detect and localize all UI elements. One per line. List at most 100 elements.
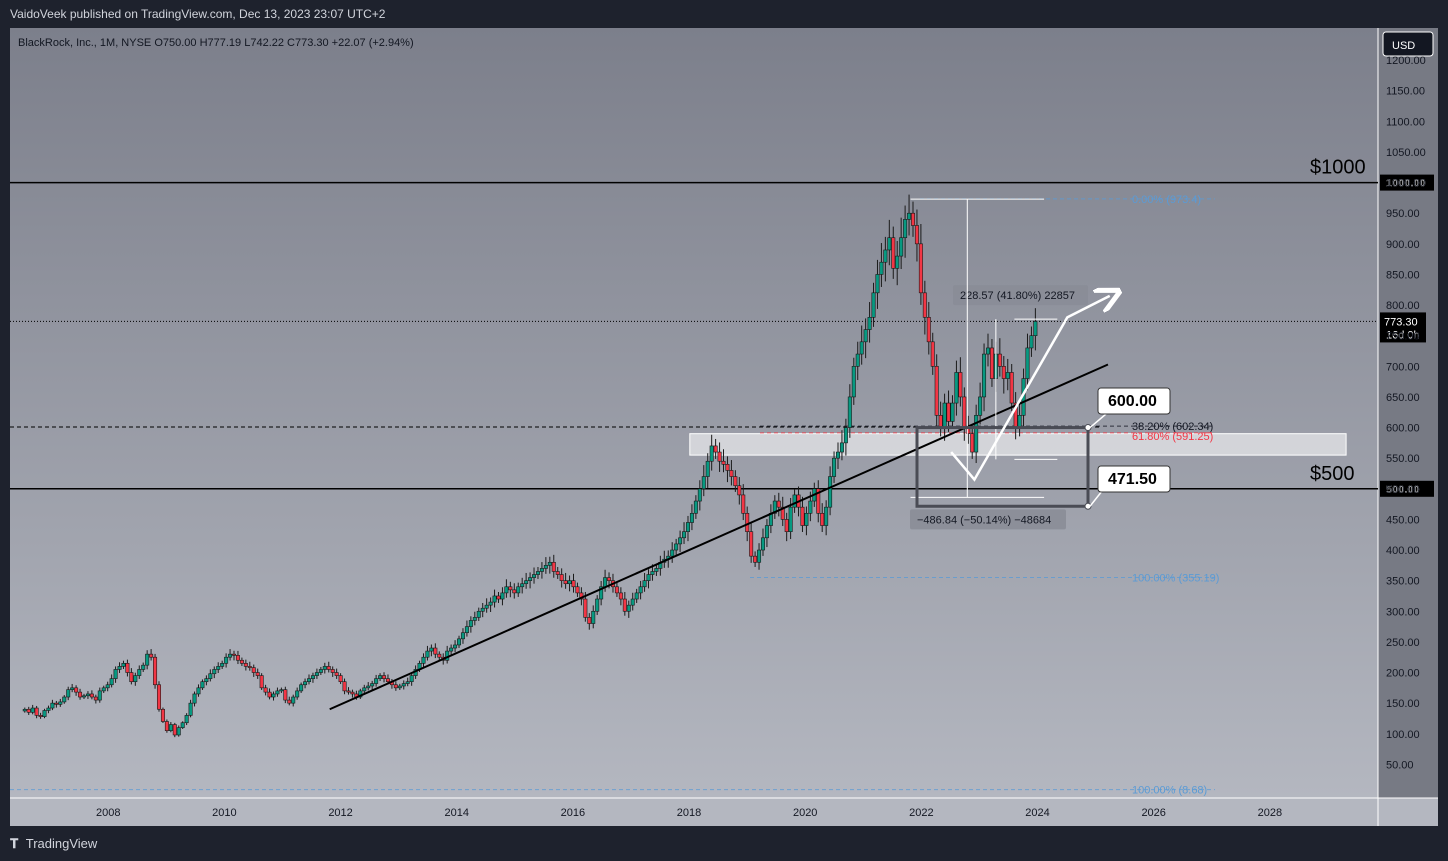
candle[interactable] [243, 659, 248, 671]
candle[interactable] [66, 686, 71, 701]
candle[interactable] [804, 506, 809, 536]
candle[interactable] [504, 579, 509, 598]
candle[interactable] [350, 689, 355, 698]
candle[interactable] [851, 357, 856, 405]
candle[interactable] [563, 572, 568, 589]
candle[interactable] [693, 495, 698, 519]
candle[interactable] [595, 595, 600, 615]
candle[interactable] [520, 577, 525, 594]
candle[interactable] [832, 451, 837, 483]
candle[interactable] [125, 659, 130, 677]
candle[interactable] [496, 591, 501, 603]
candle[interactable] [46, 705, 51, 714]
candle[interactable] [982, 343, 987, 412]
candle[interactable] [314, 668, 319, 679]
currency-button[interactable]: USD [1382, 31, 1434, 57]
candle[interactable] [421, 653, 426, 668]
candle[interactable] [903, 205, 908, 258]
candle[interactable] [1029, 326, 1034, 357]
candle[interactable] [437, 651, 442, 660]
candle[interactable] [989, 339, 994, 387]
candle[interactable] [397, 683, 402, 690]
candle[interactable] [449, 644, 454, 657]
candle[interactable] [642, 572, 647, 592]
candle[interactable] [500, 587, 505, 606]
candle[interactable] [887, 219, 892, 266]
candle[interactable] [701, 465, 706, 497]
candle[interactable] [275, 687, 280, 697]
candle[interactable] [626, 600, 631, 618]
candle[interactable] [141, 662, 146, 672]
price-chart[interactable]: BlackRock, Inc., 1M, NYSE O750.00 H777.1… [0, 0, 1448, 826]
candle[interactable] [828, 466, 833, 516]
candle[interactable] [638, 580, 643, 600]
candle[interactable] [772, 495, 777, 519]
candle[interactable] [453, 640, 458, 653]
candle[interactable] [89, 690, 94, 700]
candle[interactable] [911, 201, 915, 237]
candle[interactable] [709, 434, 714, 471]
candle[interactable] [737, 477, 742, 505]
candle[interactable] [267, 688, 272, 700]
candle[interactable] [476, 607, 481, 621]
candle[interactable] [654, 563, 659, 576]
candle[interactable] [800, 496, 805, 533]
candle[interactable] [705, 453, 710, 489]
candle[interactable] [780, 496, 785, 527]
candle[interactable] [1009, 363, 1014, 411]
candle[interactable] [93, 694, 98, 704]
candle[interactable] [820, 503, 825, 533]
measure-tool-0[interactable]: 228.57 (41.80%) 22857 [953, 285, 1088, 460]
candle[interactable] [685, 515, 690, 542]
candle[interactable] [512, 583, 517, 599]
candle[interactable] [50, 699, 55, 711]
projection-arrow[interactable] [950, 296, 1110, 482]
candle[interactable] [239, 657, 244, 666]
candle[interactable] [291, 694, 296, 707]
candle[interactable] [488, 597, 493, 612]
candle[interactable] [855, 341, 860, 381]
candle[interactable] [38, 712, 43, 719]
ascending-trendline[interactable] [329, 363, 1109, 711]
candle[interactable] [251, 664, 256, 677]
candle[interactable] [429, 644, 434, 657]
candle[interactable] [950, 395, 955, 429]
candle[interactable] [235, 650, 240, 665]
candle[interactable] [524, 572, 529, 589]
candle[interactable] [859, 325, 864, 365]
candle[interactable] [287, 696, 292, 706]
candle[interactable] [958, 357, 963, 407]
candle[interactable] [224, 653, 229, 668]
candle[interactable] [674, 538, 679, 555]
candle[interactable] [535, 567, 540, 579]
candle[interactable] [30, 704, 35, 715]
candle[interactable] [532, 567, 537, 584]
candle[interactable] [307, 674, 312, 685]
candle[interactable] [208, 669, 213, 682]
candle[interactable] [164, 719, 169, 733]
candle[interactable] [480, 602, 485, 618]
candle[interactable] [303, 678, 308, 689]
callout-471.50[interactable]: 471.50 [1089, 465, 1171, 507]
candle[interactable] [34, 705, 39, 719]
candle[interactable] [733, 470, 738, 492]
candle[interactable] [472, 611, 477, 626]
candle[interactable] [914, 209, 919, 262]
candle[interactable] [614, 582, 619, 597]
candle[interactable] [591, 605, 596, 629]
candle[interactable] [283, 686, 288, 704]
candle[interactable] [547, 556, 552, 574]
candle[interactable] [646, 569, 651, 589]
candle[interactable] [54, 700, 59, 708]
candle[interactable] [689, 504, 694, 531]
candle[interactable] [816, 480, 821, 523]
candle[interactable] [682, 522, 687, 544]
accumulation-box[interactable] [915, 426, 1090, 508]
candle[interactable] [721, 449, 726, 473]
candle[interactable] [1001, 356, 1006, 394]
candle[interactable] [62, 695, 67, 704]
candle[interactable] [366, 682, 371, 691]
candle[interactable] [575, 582, 580, 597]
candle[interactable] [228, 649, 233, 661]
candle[interactable] [997, 338, 1002, 377]
